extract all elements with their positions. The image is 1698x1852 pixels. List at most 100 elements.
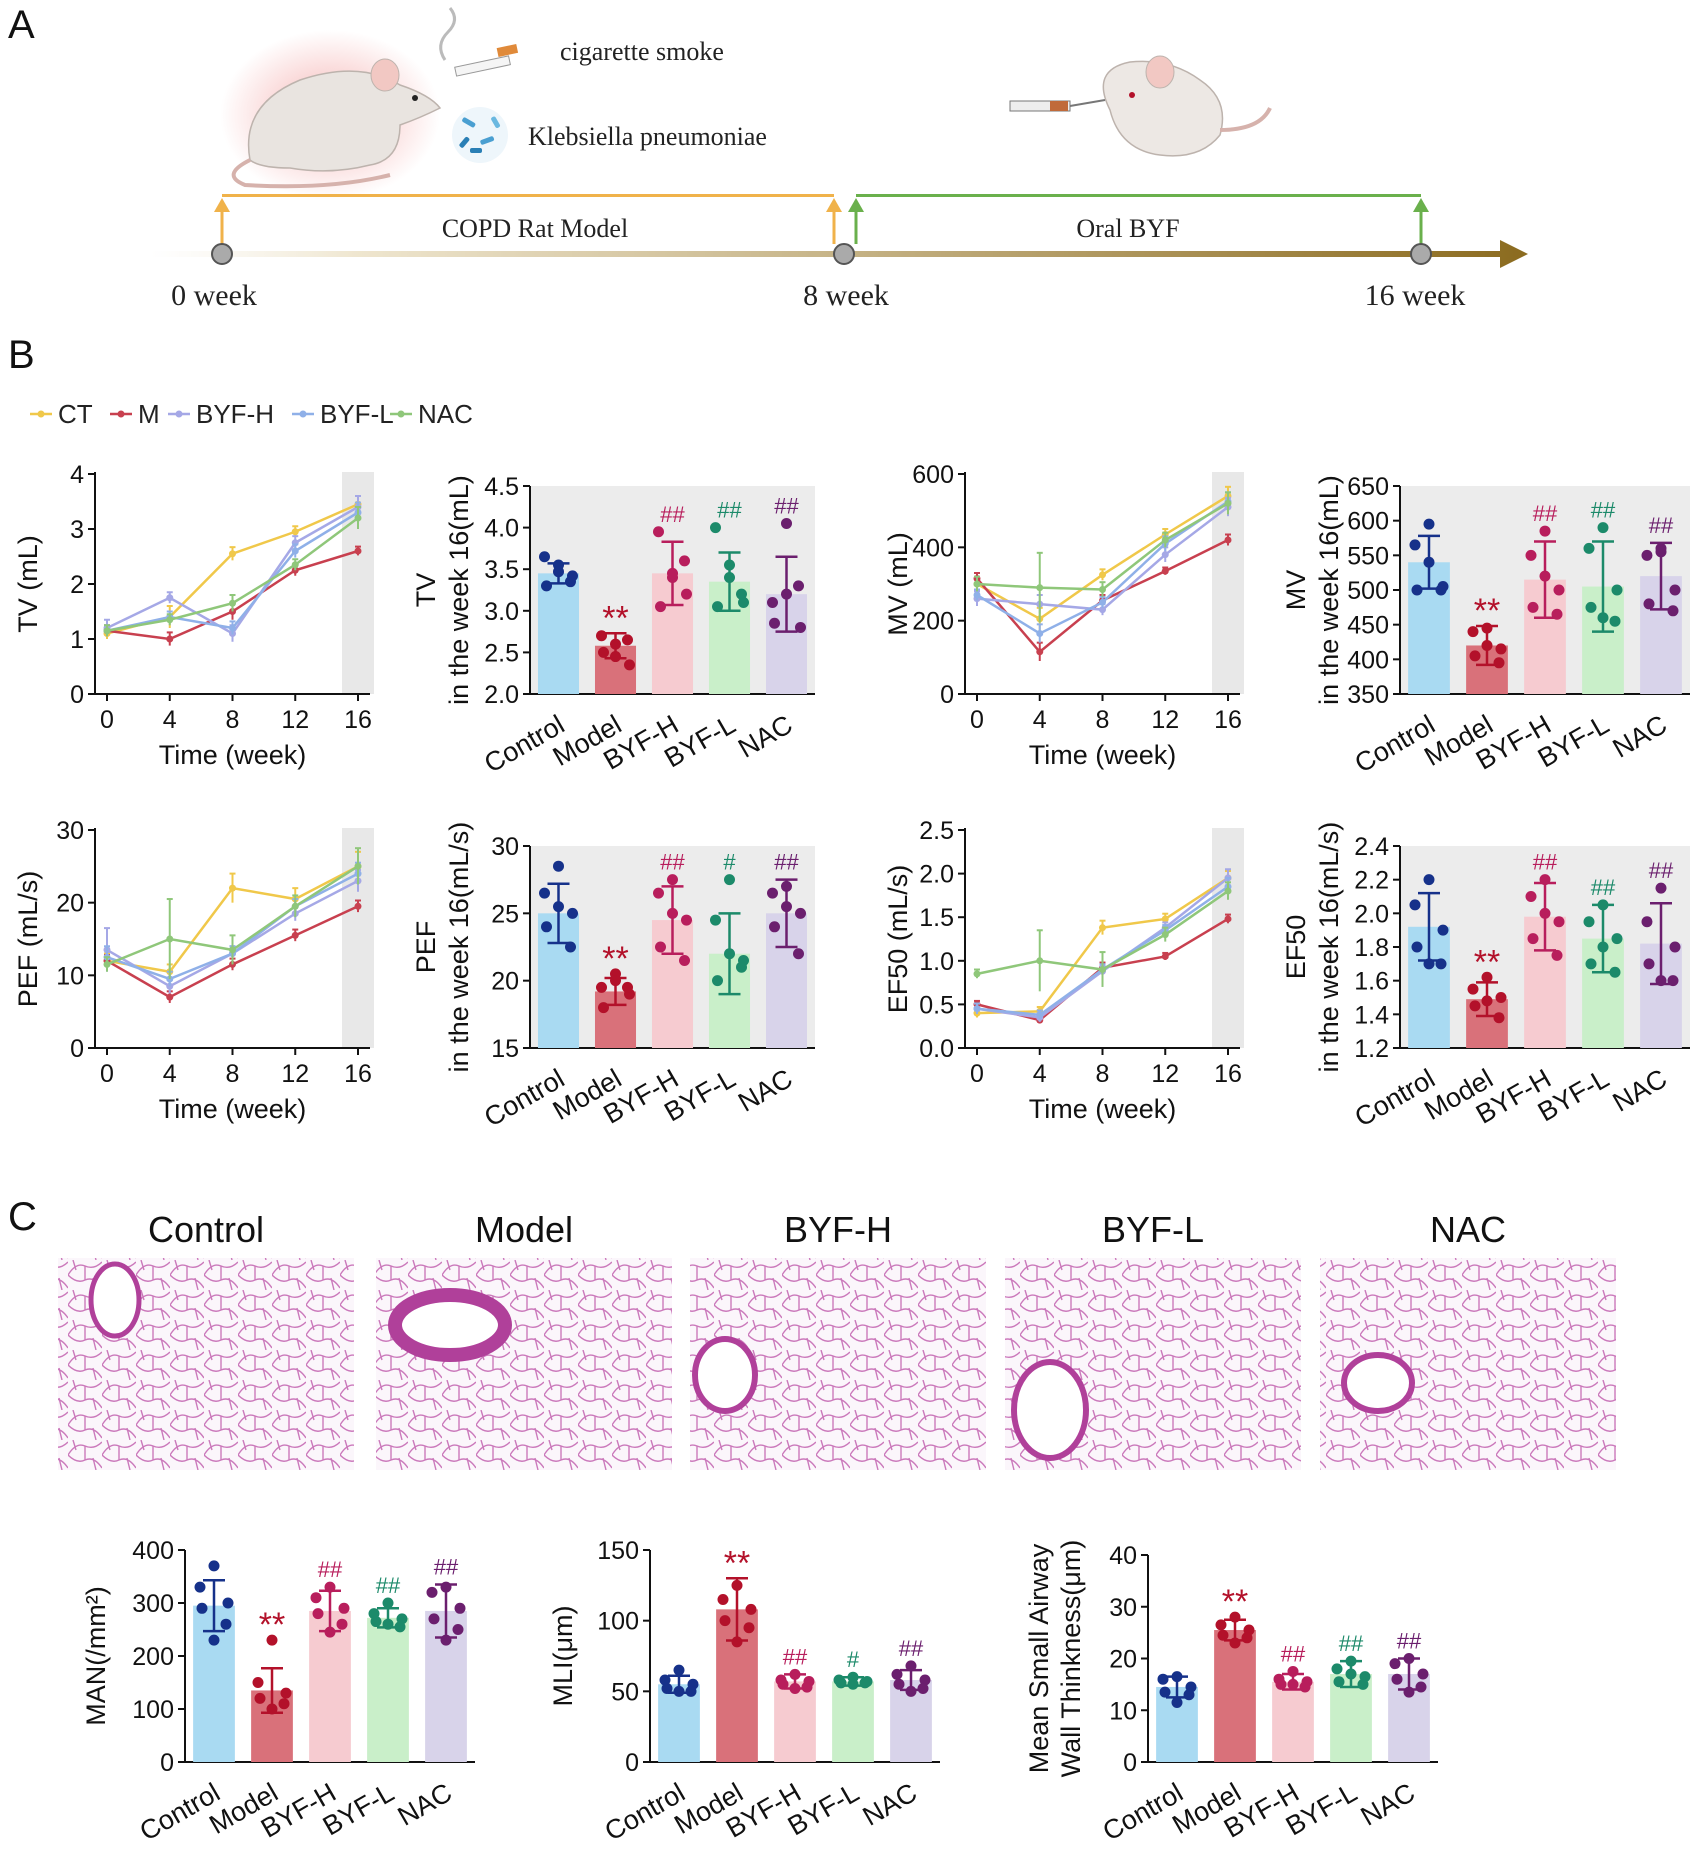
data-point: [370, 1616, 382, 1628]
significance-label: **: [602, 940, 628, 978]
data-point: [266, 1634, 278, 1646]
y-tick-label: 10: [1109, 1697, 1137, 1725]
significance-label: ##: [899, 1636, 924, 1661]
legend-label-byf-l: BYF-L: [320, 399, 394, 429]
histology-title-byf-l: BYF-L: [1102, 1209, 1204, 1250]
data-point: [1157, 1673, 1169, 1685]
data-point: [1597, 522, 1609, 534]
data-point-m: [1224, 536, 1232, 544]
data-point-byf-l: [1036, 1011, 1044, 1019]
data-point: [667, 874, 678, 886]
data-point: [1609, 615, 1621, 627]
data-point: [793, 948, 804, 960]
data-point: [1553, 584, 1565, 596]
data-point: [738, 596, 749, 608]
airway-lumen: [1011, 1359, 1089, 1461]
data-point: [1229, 1637, 1241, 1649]
data-point: [724, 572, 735, 584]
data-point: [1643, 598, 1655, 610]
data-point: [336, 1618, 348, 1630]
data-point: [565, 941, 576, 953]
x-tick-label: 4: [163, 1060, 177, 1088]
data-point: [1409, 899, 1421, 911]
y-tick-label: 1.4: [1354, 1001, 1389, 1029]
y-tick-label: 0: [940, 681, 954, 709]
y-tick-label: 4.0: [484, 515, 519, 543]
data-point-byf-l: [1036, 630, 1044, 637]
data-point: [655, 601, 666, 613]
y-axis-label: MV (mL): [883, 532, 913, 636]
significance-label: **: [602, 599, 628, 637]
data-point: [1171, 1671, 1183, 1683]
mouse-gavage-illustration: [1009, 55, 1272, 157]
data-point-byf-h: [1099, 606, 1106, 614]
data-point: [1495, 643, 1507, 655]
data-point: [667, 567, 678, 579]
airway-lumen: [1341, 1352, 1415, 1414]
category-label: NAC: [1608, 709, 1672, 763]
data-point: [567, 907, 578, 919]
data-point: [1437, 924, 1449, 936]
data-point: [622, 981, 633, 993]
data-point-nac: [1099, 586, 1106, 593]
data-point: [610, 638, 621, 650]
bar-byf-h: [1272, 1681, 1314, 1762]
data-point: [1551, 949, 1563, 961]
man-bar-chart: 0100200300400Control**Model##BYF-H##BYF-…: [81, 1537, 475, 1847]
x-tick-label: 12: [281, 1060, 309, 1088]
data-point-nac: [229, 599, 236, 607]
mli-bar-chart: 050100150Control**Model##BYF-H#BYF-L##NA…: [548, 1537, 940, 1847]
y-tick-label: 2.2: [1354, 867, 1389, 895]
legend-dot-byf-l: [299, 410, 307, 418]
y-tick-label: 0.5: [919, 991, 954, 1019]
x-tick-label: 16: [344, 706, 372, 734]
data-point: [710, 914, 721, 926]
data-point: [1415, 1681, 1427, 1693]
data-point: [426, 1586, 438, 1598]
data-point: [1551, 608, 1563, 620]
data-point-nac: [354, 862, 362, 870]
x-tick-label: 8: [226, 706, 240, 734]
data-point: [194, 1581, 206, 1593]
y-tick-label: 350: [1347, 681, 1389, 709]
data-point: [1481, 639, 1493, 651]
data-point: [1275, 1678, 1287, 1690]
data-point: [905, 1660, 917, 1672]
legend-label-byf-h: BYF-H: [196, 399, 274, 429]
phase2-bar: [856, 194, 1421, 197]
data-point: [598, 1002, 609, 1014]
data-point: [801, 1681, 813, 1693]
data-point: [1171, 1696, 1183, 1708]
significance-label: **: [259, 1606, 285, 1644]
data-point: [724, 948, 735, 960]
data-point: [1345, 1655, 1357, 1667]
y-tick-label: 550: [1347, 542, 1389, 570]
x-tick-label: 0: [100, 706, 114, 734]
data-point: [278, 1698, 290, 1710]
data-point: [454, 1602, 466, 1614]
data-point-nac: [1161, 931, 1169, 939]
data-point: [769, 617, 780, 629]
data-point-nac: [1224, 499, 1232, 507]
y-tick-label: 2.0: [919, 861, 954, 889]
significance-label: ##: [660, 502, 685, 527]
category-label: NAC: [1608, 1063, 1672, 1117]
data-point: [1641, 916, 1653, 928]
data-point: [1667, 605, 1679, 617]
series-line-ct: [976, 876, 1229, 1015]
x-tick-label: 0: [970, 706, 984, 734]
y-axis-label-line2: Wall Thinkness(μm): [1056, 1540, 1086, 1778]
y-tick-label: 30: [56, 817, 84, 845]
data-point: [1655, 546, 1667, 558]
wall-bar-chart: 010203040Control**Model##BYF-H##BYF-L##N…: [1024, 1540, 1438, 1847]
data-point: [1527, 933, 1539, 945]
cigarette-icon: [439, 7, 519, 77]
data-point-m: [1161, 952, 1169, 960]
data-point: [1467, 626, 1479, 638]
data-point: [338, 1602, 350, 1614]
y-axis-label: TV: [411, 573, 441, 608]
y-tick-label: 2.4: [1354, 833, 1389, 861]
y-tick-label: 2.0: [484, 681, 519, 709]
data-point-m: [1224, 915, 1232, 923]
data-point: [736, 588, 747, 600]
